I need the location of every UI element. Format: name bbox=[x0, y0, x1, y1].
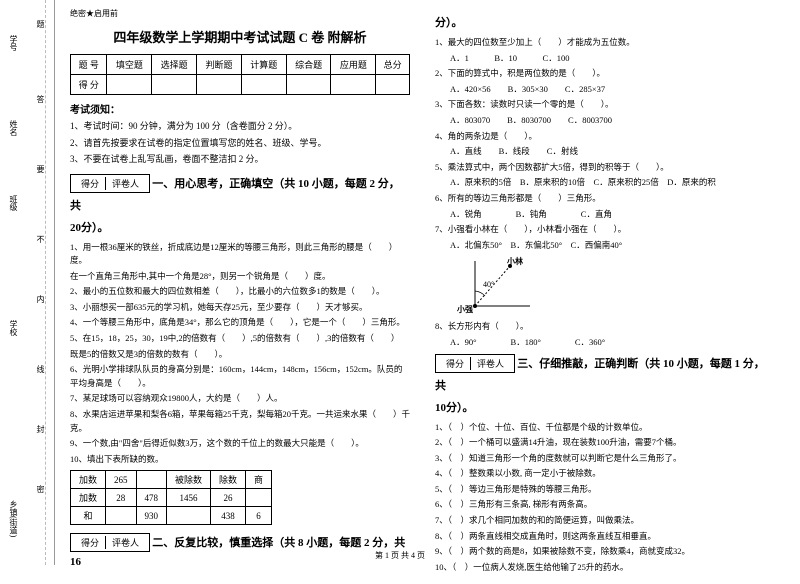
exam-title: 四年级数学上学期期中考试试题 C 卷 附解析 bbox=[70, 27, 410, 46]
dlbl: 小林 bbox=[507, 256, 523, 267]
q: 5、（ ）等边三角形是特殊的等腰三角形。 bbox=[435, 483, 775, 497]
dlbl: 40° bbox=[483, 280, 494, 289]
q: 3、下面各数：读数时只读一个零的是（ ）。 bbox=[435, 98, 775, 112]
opts: A．直线 B．线段 C．射线 bbox=[450, 145, 775, 159]
q: 既是5的倍数又是3的倍数的数有（ ）。 bbox=[70, 348, 410, 362]
td bbox=[107, 75, 152, 95]
th: 题 号 bbox=[71, 55, 107, 75]
q: 10、填出下表所缺的数。 bbox=[70, 453, 410, 467]
gl: 得分 bbox=[75, 177, 106, 190]
opts: A．北偏东50° B．东偏北50° C．西偏南40° bbox=[450, 239, 775, 253]
c: 加数 bbox=[71, 489, 106, 507]
q: 4、角的两条边是（ ）。 bbox=[435, 130, 775, 144]
q: 1、（ ）个位、十位、百位、千位都是个级的计数单位。 bbox=[435, 421, 775, 435]
q: 6、所有的等边三角形都是（ ）三角形。 bbox=[435, 192, 775, 206]
q: 8、长方形内有（ ）。 bbox=[435, 320, 775, 334]
q: 8、（ ）两条直线相交成直角时，则这两条直线互相垂直。 bbox=[435, 530, 775, 544]
c bbox=[136, 471, 167, 489]
notice: 2、请首先按要求在试卷的指定位置填写您的姓名、班级、学号。 bbox=[70, 137, 410, 151]
c bbox=[246, 489, 272, 507]
notice-title: 考试须知： bbox=[70, 101, 410, 116]
c: 1456 bbox=[167, 489, 211, 507]
section3-cont: 10分）。 bbox=[435, 399, 775, 415]
c: 265 bbox=[106, 471, 137, 489]
gl: 评卷人 bbox=[106, 177, 145, 190]
th: 应用题 bbox=[331, 55, 376, 75]
left-column: 绝密★启用前 四年级数学上学期期中考试试题 C 卷 附解析 题 号 填空题 选择… bbox=[60, 0, 420, 584]
secret-mark: 绝密★启用前 bbox=[70, 8, 410, 19]
q: 8、水果店运进苹果和梨各6箱，苹果每箱25千克，梨每箱20千克。一共运来水果（ … bbox=[70, 408, 410, 435]
td bbox=[331, 75, 376, 95]
opts: A．90° B．180° C．360° bbox=[450, 336, 775, 350]
th: 填空题 bbox=[107, 55, 152, 75]
grade-box: 得分评卷人 bbox=[70, 174, 150, 193]
q: 10、（ ）一位病人发烧,医生给他输了25升的药水。 bbox=[435, 561, 775, 575]
q: 7、（ ）求几个相同加数的和的简便运算，叫做乘法。 bbox=[435, 514, 775, 528]
q: 5、乘法算式中，两个因数都扩大5倍，得到的积等于（ ）。 bbox=[435, 161, 775, 175]
notice: 3、不要在试卷上乱写乱画，卷面不整洁扣 2 分。 bbox=[70, 153, 410, 167]
th: 总分 bbox=[376, 55, 410, 75]
q: 1、用一根36厘米的铁丝，折成底边是12厘米的等腰三角形，则此三角形的腰是（ ）… bbox=[70, 241, 410, 268]
c bbox=[167, 507, 211, 525]
page-content: 绝密★启用前 四年级数学上学期期中考试试题 C 卷 附解析 题 号 填空题 选择… bbox=[0, 0, 785, 584]
score-table: 题 号 填空题 选择题 判断题 计算题 综合题 应用题 总分 得 分 bbox=[70, 54, 410, 95]
section1-cont: 20分）。 bbox=[70, 219, 410, 235]
q: 2、最小的五位数和最大的四位数相差（ ），比最小的六位数多1的数是（ ）。 bbox=[70, 285, 410, 299]
gl: 评卷人 bbox=[471, 357, 510, 370]
c: 930 bbox=[136, 507, 167, 525]
th: 判断题 bbox=[197, 55, 242, 75]
gl: 得分 bbox=[440, 357, 471, 370]
c: 6 bbox=[246, 507, 272, 525]
section2-cont: 分）。 bbox=[435, 14, 775, 30]
q: 9、一个数,由"四舍"后得近似数3万，这个数的千位上的数最大只能是（ ）。 bbox=[70, 437, 410, 451]
td bbox=[241, 75, 286, 95]
c: 和 bbox=[71, 507, 106, 525]
q: 3、小丽想买一部635元的学习机，她每天存25元，至少要存（ ）天才够买。 bbox=[70, 301, 410, 315]
c: 438 bbox=[211, 507, 246, 525]
td bbox=[286, 75, 331, 95]
c: 28 bbox=[106, 489, 137, 507]
page-footer: 第 1 页 共 4 页 bbox=[0, 550, 800, 561]
c bbox=[106, 507, 137, 525]
td bbox=[197, 75, 242, 95]
q: 1、最大的四位数至少加上（ ）才能成为五位数。 bbox=[435, 36, 775, 50]
gl: 评卷人 bbox=[106, 536, 145, 549]
c: 除数 bbox=[211, 471, 246, 489]
notice: 1、考试时间：90 分钟，满分为 100 分（含卷面分 2 分）。 bbox=[70, 120, 410, 134]
q: 3、（ ）知道三角形一个角的度数就可以判断它是什么三角形了。 bbox=[435, 452, 775, 466]
q: 2、下面的算式中，积是两位数的是（ ）。 bbox=[435, 67, 775, 81]
opts: A．420×56 B．305×30 C．285×37 bbox=[450, 83, 775, 97]
q: 4、（ ）整数乘以小数, 商一定小于被除数。 bbox=[435, 467, 775, 481]
td bbox=[376, 75, 410, 95]
data-table: 加数265 被除数除数商 加数28478145626 和 930 4386 bbox=[70, 470, 272, 525]
th: 选择题 bbox=[152, 55, 197, 75]
th: 计算题 bbox=[241, 55, 286, 75]
c: 478 bbox=[136, 489, 167, 507]
th: 综合题 bbox=[286, 55, 331, 75]
c: 加数 bbox=[71, 471, 106, 489]
q: 2、（ ）一个桶可以盛满14升油，现在装数100升油，需要7个桶。 bbox=[435, 436, 775, 450]
c: 被除数 bbox=[167, 471, 211, 489]
q: 5、在15，18，25，30，19中,2的倍数有（ ）,5的倍数有（ ）,3的倍… bbox=[70, 332, 410, 346]
grade-box: 得分评卷人 bbox=[435, 354, 515, 373]
td: 得 分 bbox=[71, 75, 107, 95]
q: 6、光明小学排球队队员的身高分别是：160cm，144cm，148cm，156c… bbox=[70, 363, 410, 390]
opts: A．803070 B．8030700 C．8003700 bbox=[450, 114, 775, 128]
q: 6、（ ）三角形有三条高, 梯形有两条高。 bbox=[435, 498, 775, 512]
q: 在一个直角三角形中,其中一个角是28°，则另一个锐角是（ ）度。 bbox=[70, 270, 410, 284]
opts: A．1 B．10 C．100 bbox=[450, 52, 775, 66]
gl: 得分 bbox=[75, 536, 106, 549]
c: 26 bbox=[211, 489, 246, 507]
opts: A．原来积的5倍 B．原来积的10倍 C．原来积的25倍 D．原来的积 bbox=[450, 176, 775, 190]
q: 7、小强看小林在（ ），小林看小强在（ ）。 bbox=[435, 223, 775, 237]
c: 商 bbox=[246, 471, 272, 489]
dlbl: 小强 bbox=[457, 304, 473, 315]
opts: A．锐角 B．钝角 C．直角 bbox=[450, 208, 775, 222]
td bbox=[152, 75, 197, 95]
q: 7、某足球场可以容纳观众19800人，大约是（ ）人。 bbox=[70, 392, 410, 406]
angle-diagram: 小林 小强 40° bbox=[465, 256, 535, 316]
q: 4、一个等腰三角形中，底角是34°，那么它的顶角是（ ），它是一个（ ）三角形。 bbox=[70, 316, 410, 330]
right-column: 分）。 1、最大的四位数至少加上（ ）才能成为五位数。 A．1 B．10 C．1… bbox=[425, 0, 785, 584]
